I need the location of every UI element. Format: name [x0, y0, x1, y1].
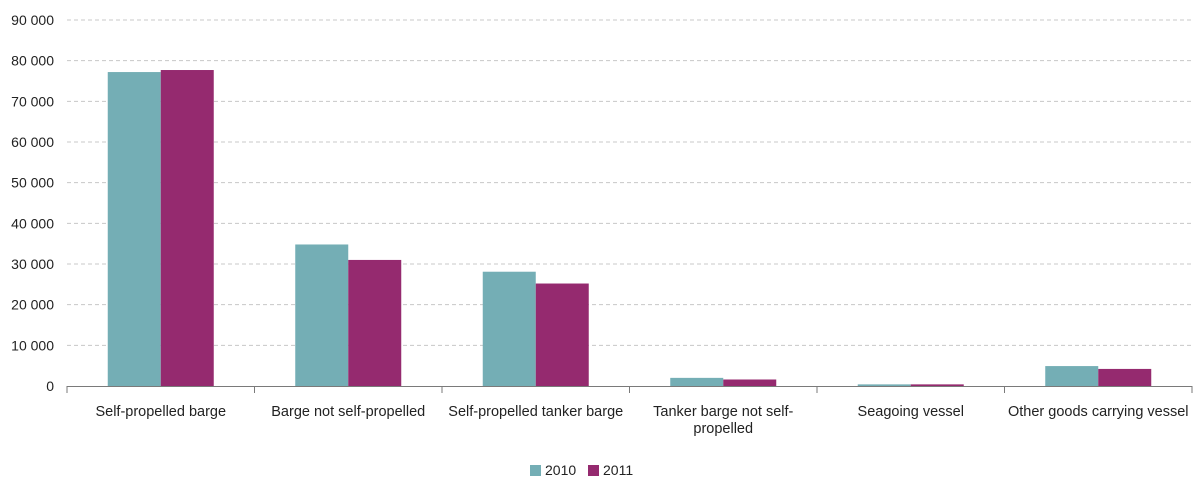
category-label: Barge not self-propelled	[271, 404, 425, 420]
category-label: Seagoing vessel	[858, 404, 964, 420]
y-tick-label: 0	[46, 378, 54, 394]
category-label-line: propelled	[693, 421, 753, 437]
bar-2010	[107, 72, 161, 386]
y-tick-label: 30 000	[11, 256, 54, 272]
legend-label: 2010	[545, 462, 576, 478]
category-label: Other goods carrying vessel	[1008, 404, 1189, 420]
category-label: Self-propelled barge	[95, 404, 226, 420]
y-tick-label: 70 000	[11, 93, 54, 109]
bar-2011	[160, 70, 214, 387]
bar-2011	[723, 379, 777, 386]
bar-2010	[857, 384, 911, 386]
x-axis	[66, 386, 1193, 393]
y-tick-label: 60 000	[11, 134, 54, 150]
legend-swatch-2010	[530, 465, 541, 476]
y-axis-tick-labels: 0 10 000 20 000 30 000 40 000 50 000 60 000 70 …	[11, 12, 54, 394]
bar-2011	[910, 384, 964, 386]
y-tick-label: 80 000	[11, 53, 54, 69]
y-tick-label: 50 000	[11, 175, 54, 191]
y-tick-label: 90 000	[11, 12, 54, 28]
bar-2011	[1098, 368, 1152, 386]
category-label-line: Other goods carrying vessel	[1008, 404, 1189, 420]
x-axis-category-labels: Self-propelled barge Barge not self-prope…	[95, 404, 1188, 437]
legend-swatch-2011	[588, 465, 599, 476]
category-label-line: Self-propelled tanker barge	[448, 404, 623, 420]
category-label-line: Tanker barge not self-	[653, 404, 793, 420]
bar-2010	[670, 377, 724, 386]
category-label-line: Barge not self-propelled	[271, 404, 425, 420]
y-tick-label: 20 000	[11, 297, 54, 313]
grid-lines	[67, 19, 1192, 346]
category-label-line: Self-propelled barge	[95, 404, 226, 420]
bar-2011	[535, 283, 589, 386]
bar-2010	[295, 244, 349, 386]
bar-2010	[482, 271, 536, 386]
legend-label: 2011	[603, 462, 633, 478]
category-label: Self-propelled tanker barge	[448, 404, 623, 420]
bar-2011	[348, 259, 402, 386]
bars	[107, 70, 1152, 387]
category-label-line: Seagoing vessel	[858, 404, 964, 420]
y-tick-label: 40 000	[11, 215, 54, 231]
category-label: Tanker barge not self-propelled	[653, 404, 793, 437]
legend: 2010 2011	[530, 462, 633, 478]
bar-2010	[1045, 366, 1099, 386]
y-tick-label: 10 000	[11, 337, 54, 353]
